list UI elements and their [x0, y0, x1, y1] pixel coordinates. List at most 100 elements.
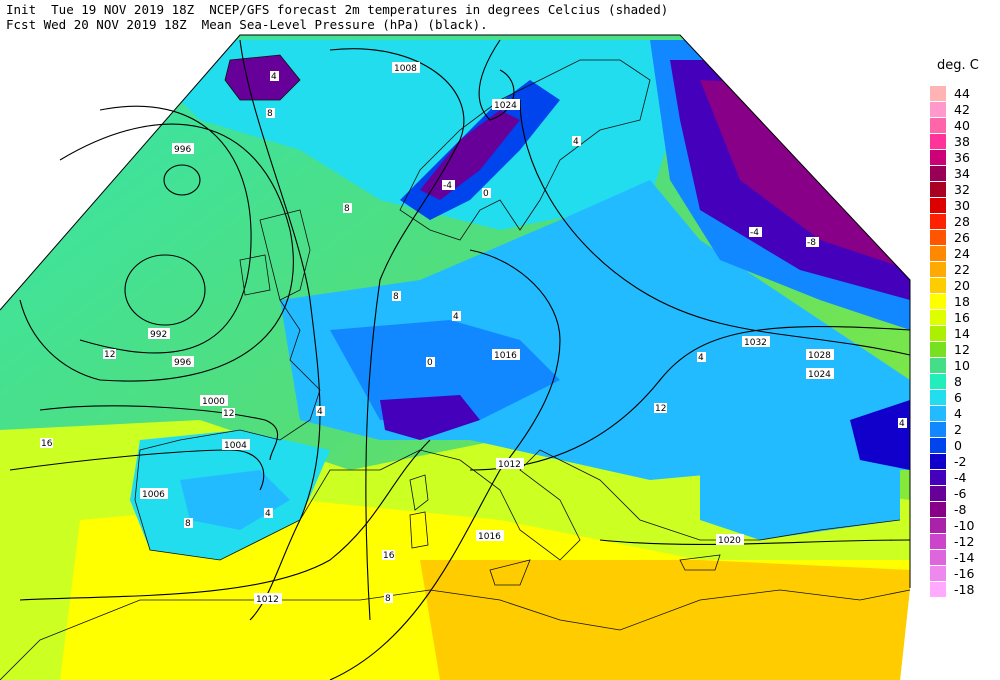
- legend-label: 20: [954, 278, 970, 293]
- svg-text:4: 4: [317, 407, 323, 417]
- legend-swatch: [930, 150, 946, 165]
- legend-swatch: [930, 182, 946, 197]
- legend-label: -2: [954, 454, 967, 469]
- temperature-label: 4: [264, 508, 273, 519]
- legend-swatch: [930, 582, 946, 597]
- isobar-label: 1032: [742, 336, 770, 348]
- isobar-label: 1008: [392, 62, 420, 74]
- legend-label: 2: [954, 422, 962, 437]
- legend-label: 14: [954, 326, 970, 341]
- temperature-label: 4: [898, 418, 907, 429]
- svg-text:1016: 1016: [478, 532, 501, 542]
- temperature-label: 4: [316, 406, 325, 417]
- legend-label: -6: [954, 486, 967, 501]
- legend-label: 8: [954, 374, 962, 389]
- legend-label: 40: [954, 118, 970, 133]
- temperature-label: 8: [184, 518, 193, 529]
- svg-text:4: 4: [573, 137, 579, 147]
- temperature-label: 4: [270, 71, 279, 82]
- legend-label: -4: [954, 470, 967, 485]
- weather-map: 1008 996 992 996 1000 1004 1006 1012 101…: [0, 34, 911, 680]
- legend-label: -14: [954, 550, 975, 565]
- temperature-label: -4: [442, 180, 455, 191]
- svg-text:12: 12: [104, 350, 115, 360]
- isobar-label: 1024: [492, 99, 520, 111]
- isobar-label: 1012: [496, 458, 524, 470]
- legend-label: 16: [954, 310, 970, 325]
- legend-swatch: [930, 454, 946, 469]
- legend-swatch: [930, 102, 946, 117]
- svg-text:1024: 1024: [808, 370, 831, 380]
- svg-text:8: 8: [385, 594, 391, 604]
- map-frame: [0, 34, 911, 588]
- legend-swatch: [930, 566, 946, 581]
- svg-text:16: 16: [383, 551, 395, 561]
- legend-label: 32: [954, 182, 970, 197]
- svg-text:1028: 1028: [808, 351, 831, 361]
- legend-swatch: [930, 406, 946, 421]
- svg-text:1008: 1008: [394, 64, 417, 74]
- isobar-label: 996: [172, 356, 194, 368]
- svg-text:16: 16: [41, 439, 53, 449]
- temperature-label: -4: [749, 227, 762, 238]
- isobar-label: 996: [172, 143, 194, 155]
- legend-label: 0: [954, 438, 962, 453]
- legend-swatch: [930, 294, 946, 309]
- legend-label: 12: [954, 342, 970, 357]
- temperature-label: 8: [392, 291, 401, 302]
- svg-text:4: 4: [698, 353, 704, 363]
- isobar-label: 1024: [806, 368, 834, 380]
- svg-text:1006: 1006: [142, 490, 165, 500]
- legend-swatch: [930, 438, 946, 453]
- temperature-label: 8: [384, 593, 393, 604]
- temperature-field: [0, 35, 910, 680]
- legend-swatch: [930, 86, 946, 101]
- svg-text:4: 4: [453, 312, 459, 322]
- legend-label: -16: [954, 566, 975, 581]
- temperature-label: 12: [654, 403, 667, 414]
- legend-swatch: [930, 502, 946, 517]
- isobar-label: 1028: [806, 349, 834, 361]
- legend-label: 28: [954, 214, 970, 229]
- isobar-labels: 1008 996 992 996 1000 1004 1006 1012 101…: [140, 62, 834, 605]
- legend-swatch: [930, 358, 946, 373]
- svg-text:1024: 1024: [494, 101, 517, 111]
- svg-text:1000: 1000: [202, 397, 225, 407]
- svg-text:1004: 1004: [224, 441, 247, 451]
- legend-swatch: [930, 230, 946, 245]
- legend-swatch: [930, 214, 946, 229]
- isobar-label: 992: [148, 328, 170, 340]
- svg-text:8: 8: [393, 292, 399, 302]
- legend-label: 34: [954, 166, 970, 181]
- svg-text:1032: 1032: [744, 338, 767, 348]
- svg-text:4: 4: [271, 72, 277, 82]
- svg-text:-4: -4: [750, 228, 759, 238]
- legend-label: 10: [954, 358, 970, 373]
- svg-text:0: 0: [483, 189, 489, 199]
- legend-label: 18: [954, 294, 970, 309]
- temperature-label: -8: [806, 237, 819, 248]
- svg-text:4: 4: [899, 419, 905, 429]
- legend-swatch: [930, 118, 946, 133]
- legend-label: 26: [954, 230, 970, 245]
- svg-text:992: 992: [150, 330, 167, 340]
- temperature-label: 0: [426, 357, 435, 368]
- temperature-label: 4: [452, 311, 461, 322]
- legend-label: -18: [954, 582, 975, 597]
- temperature-label: 12: [222, 408, 235, 419]
- svg-text:8: 8: [185, 519, 191, 529]
- legend-swatch: [930, 470, 946, 485]
- map-title-line-2: Fcst Wed 20 NOV 2019 18Z Mean Sea-Level …: [6, 17, 488, 32]
- svg-text:0: 0: [427, 358, 433, 368]
- legend-title: deg. C: [937, 58, 979, 73]
- legend-label: 30: [954, 198, 970, 213]
- legend-label: -8: [954, 502, 967, 517]
- svg-text:1012: 1012: [256, 595, 279, 605]
- isobars: [9, 39, 911, 680]
- svg-text:996: 996: [174, 145, 191, 155]
- temperature-label: 16: [382, 550, 395, 561]
- isobar-label: 1000: [200, 395, 228, 407]
- temperature-label: 8: [266, 108, 275, 119]
- legend-label: 44: [954, 86, 970, 101]
- legend-label: 4: [954, 406, 962, 421]
